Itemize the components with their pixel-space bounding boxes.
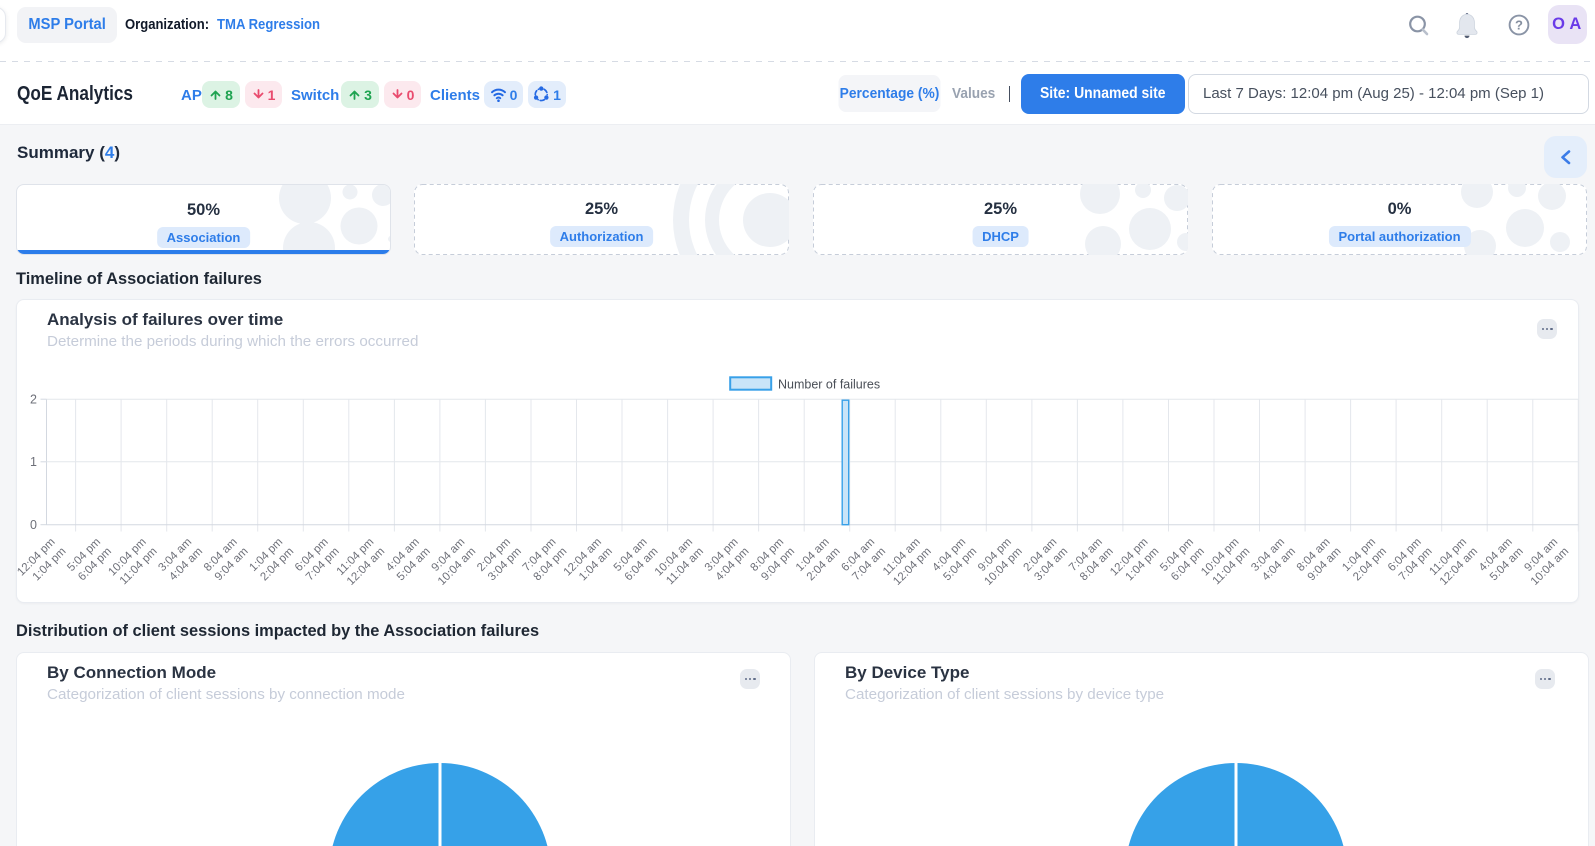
svg-text:1: 1 [30,455,37,469]
svg-text:?: ? [1515,18,1523,33]
svg-text:0: 0 [30,518,37,532]
svg-text:2: 2 [30,392,37,406]
svg-text:Number of failures: Number of failures [778,378,880,392]
